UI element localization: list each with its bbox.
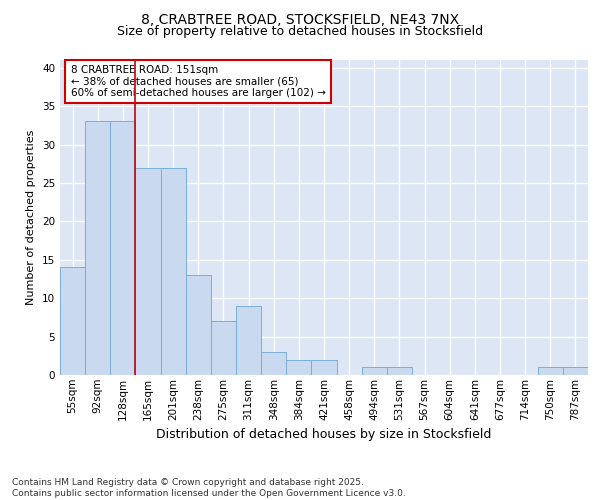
Bar [161,168,186,375]
Y-axis label: Number of detached properties: Number of detached properties [26,130,37,305]
Bar [362,368,387,375]
Bar [236,306,261,375]
Text: 8 CRABTREE ROAD: 151sqm
← 38% of detached houses are smaller (65)
60% of semi-de: 8 CRABTREE ROAD: 151sqm ← 38% of detache… [71,64,325,98]
Bar [186,275,211,375]
Text: Size of property relative to detached houses in Stocksfield: Size of property relative to detached ho… [117,25,483,38]
Bar [286,360,311,375]
Bar [110,122,136,375]
Bar [60,268,85,375]
Text: 8, CRABTREE ROAD, STOCKSFIELD, NE43 7NX: 8, CRABTREE ROAD, STOCKSFIELD, NE43 7NX [141,12,459,26]
Bar [136,168,161,375]
X-axis label: Distribution of detached houses by size in Stocksfield: Distribution of detached houses by size … [157,428,491,441]
Bar [261,352,286,375]
Text: Contains HM Land Registry data © Crown copyright and database right 2025.
Contai: Contains HM Land Registry data © Crown c… [12,478,406,498]
Bar [538,368,563,375]
Bar [563,368,588,375]
Bar [311,360,337,375]
Bar [387,368,412,375]
Bar [85,122,110,375]
Bar [211,321,236,375]
